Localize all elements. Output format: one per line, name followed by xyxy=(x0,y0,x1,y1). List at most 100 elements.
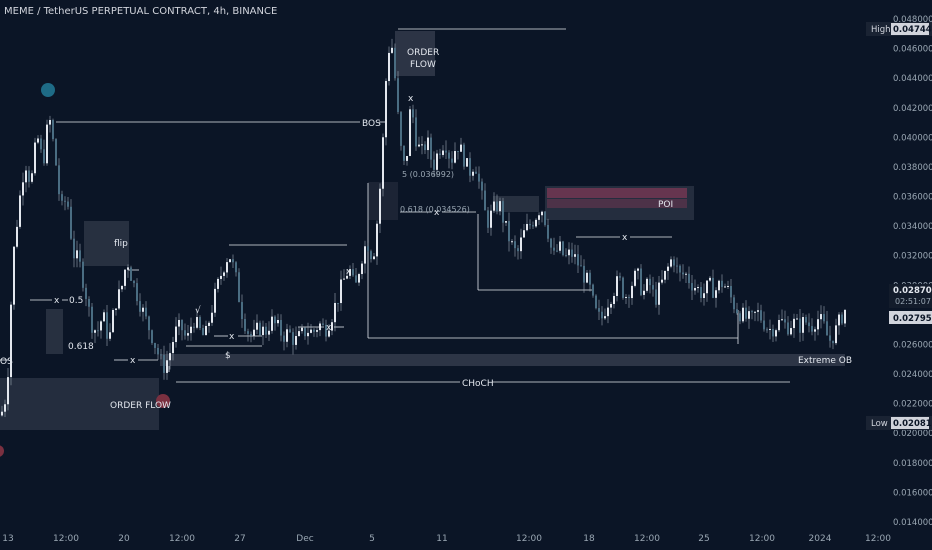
candle-body-37 xyxy=(112,310,114,333)
candle-body-179 xyxy=(538,215,540,220)
candle-body-225 xyxy=(676,265,678,267)
candle-body-130 xyxy=(391,47,393,53)
candle-body-227 xyxy=(682,272,684,275)
candle-body-71 xyxy=(214,288,216,313)
candle-body-76 xyxy=(229,259,231,263)
candle-body-144 xyxy=(433,159,435,170)
candle-body-154 xyxy=(463,144,465,167)
price-tick-16: 0.016000 xyxy=(893,488,932,498)
mark-price-box xyxy=(889,311,932,324)
candle-body-15 xyxy=(46,124,48,164)
candle-body-263 xyxy=(790,328,792,335)
candle-body-118 xyxy=(355,275,357,283)
price-tick-13: 0.022000 xyxy=(893,400,932,410)
candle-body-29 xyxy=(88,298,90,307)
price-tick-12: 0.024000 xyxy=(893,370,932,380)
candle-body-19 xyxy=(58,165,60,195)
fib-05-label: 0.5 xyxy=(69,296,83,306)
candle-body-274 xyxy=(823,314,825,322)
flip-label: flip xyxy=(114,239,128,249)
candle-body-218 xyxy=(655,289,657,305)
time-tick-6: 5 xyxy=(369,534,375,544)
time-axis[interactable]: 13 12:00 20 12:00 27 Dec 5 11 12:00 18 12:00 25 12:0… xyxy=(2,534,891,544)
candle-body-220 xyxy=(661,279,663,283)
candle-body-136 xyxy=(409,109,411,156)
candle-body-199 xyxy=(598,308,600,312)
candle-body-69 xyxy=(208,322,210,326)
candles xyxy=(1,38,846,417)
high-value-box xyxy=(891,23,929,35)
x-mark-1: x xyxy=(54,296,60,306)
price-axis[interactable]: 0.048000 0.046000 0.044000 0.042000 0.040000… xyxy=(866,15,932,528)
candle-body-240 xyxy=(721,280,723,288)
candle-body-5 xyxy=(16,226,18,247)
candle-body-250 xyxy=(751,311,753,313)
candle-body-149 xyxy=(448,152,450,159)
check-label: √ xyxy=(195,305,201,316)
high-value: 0.047440 xyxy=(893,25,932,35)
candle-body-150 xyxy=(451,158,453,163)
candle-body-84 xyxy=(253,329,255,336)
candle-body-100 xyxy=(301,327,303,332)
candle-body-180 xyxy=(541,211,543,216)
candle-body-241 xyxy=(724,286,726,288)
candle-body-229 xyxy=(688,273,690,284)
candle-body-43 xyxy=(130,267,132,281)
candle-body-140 xyxy=(421,144,423,146)
candle-body-208 xyxy=(625,296,627,298)
candle-body-151 xyxy=(454,151,456,163)
candle-body-246 xyxy=(739,313,741,322)
candle-body-251 xyxy=(754,311,756,313)
candle-body-238 xyxy=(715,290,717,298)
candle-body-152 xyxy=(457,151,459,153)
time-tick-7: 11 xyxy=(436,534,447,544)
candle-body-21 xyxy=(64,200,66,202)
candle-body-123 xyxy=(370,251,372,260)
time-tick-4: 27 xyxy=(234,534,245,544)
candle-body-233 xyxy=(700,287,702,299)
x-mark-3: x xyxy=(229,332,235,342)
candle-body-47 xyxy=(142,307,144,312)
x-mark-5: x xyxy=(434,208,440,218)
candle-body-224 xyxy=(673,259,675,266)
candle-body-253 xyxy=(760,310,762,321)
candle-body-275 xyxy=(826,321,828,336)
candle-body-195 xyxy=(586,272,588,283)
candle-body-8 xyxy=(25,170,27,183)
candle-body-3 xyxy=(10,304,12,378)
candle-body-23 xyxy=(70,206,72,239)
candle-body-134 xyxy=(403,145,405,161)
candle-body-169 xyxy=(508,221,510,242)
candle-body-277 xyxy=(832,340,834,344)
candle-body-111 xyxy=(334,302,336,323)
chart-title: MEME / TetherUS PERPETUAL CONTRACT, 4h, … xyxy=(4,6,277,17)
candle-body-82 xyxy=(247,331,249,334)
fib-618-left-label: 0.618 xyxy=(68,342,94,352)
candle-body-67 xyxy=(202,328,204,336)
candle-body-135 xyxy=(406,155,408,161)
candle-body-158 xyxy=(475,171,477,174)
poi-zone-red-top xyxy=(547,188,687,198)
candle-body-167 xyxy=(502,201,504,223)
high-label: High xyxy=(871,25,891,35)
candle-body-52 xyxy=(157,347,159,355)
candle-body-272 xyxy=(817,319,819,330)
order-flow-zone-bottom xyxy=(0,378,159,430)
candle-body-105 xyxy=(316,330,318,332)
candle-body-99 xyxy=(298,331,300,337)
candle-body-44 xyxy=(133,280,135,284)
candle-body-279 xyxy=(838,314,840,326)
candle-body-57 xyxy=(172,342,174,354)
time-tick-10: 12:00 xyxy=(634,534,660,544)
candle-body-249 xyxy=(748,311,750,319)
candle-body-210 xyxy=(631,285,633,299)
bos-left-label: OS xyxy=(0,357,13,367)
candle-body-193 xyxy=(580,265,582,267)
candle-body-256 xyxy=(769,328,771,330)
candle-body-201 xyxy=(604,316,606,319)
candle-body-206 xyxy=(619,276,621,278)
candle-body-281 xyxy=(844,309,846,324)
price-tick-2: 0.044000 xyxy=(893,74,932,84)
candle-body-35 xyxy=(106,312,108,339)
